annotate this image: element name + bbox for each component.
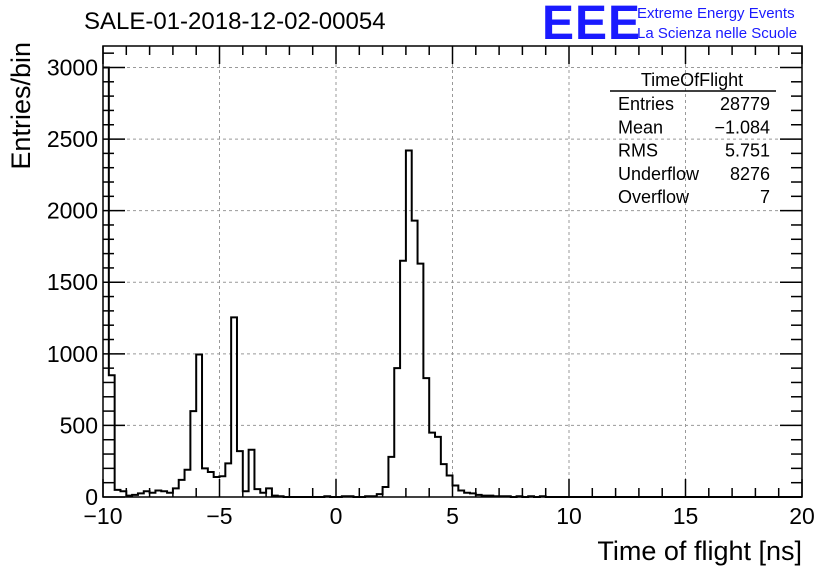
- logo-line-2: La Scienza nelle Scuole: [637, 25, 798, 42]
- y-tick-label: 0: [85, 484, 98, 510]
- run-title: SALE-01-2018-12-02-00054: [84, 8, 386, 35]
- y-tick-label: 500: [60, 412, 98, 438]
- stats-box-title: TimeOfFlight: [641, 70, 743, 90]
- x-tick-label: −5: [206, 503, 232, 529]
- stats-row-value: −1.084: [714, 117, 770, 137]
- x-tick-label: 0: [330, 503, 343, 529]
- y-tick-label: 2500: [47, 126, 98, 152]
- stats-box: TimeOfFlight Entries 28779 Mean −1.084 RMS 5.…: [610, 70, 776, 207]
- y-tick-label: 1500: [47, 269, 98, 295]
- y-tick-label: 3000: [47, 54, 98, 80]
- logo-line-1: Extreme Energy Events: [637, 5, 795, 22]
- y-tick-label: 1000: [47, 341, 98, 367]
- stats-row-value: 8276: [730, 164, 770, 184]
- eee-logo-text: Extreme Energy Events La Scienza nelle S…: [637, 4, 797, 44]
- stats-row-label: Underflow: [618, 164, 700, 184]
- x-axis-label: Time of flight [ns]: [597, 536, 802, 566]
- plot-frame: [102, 45, 803, 498]
- x-tick-labels: −10 −5 0 5 10 15 20: [83, 503, 814, 529]
- grid-lines: [103, 46, 802, 497]
- stats-row-value: 7: [760, 187, 770, 207]
- stats-row-label: Overflow: [618, 187, 690, 207]
- stats-row-value: 5.751: [725, 141, 770, 161]
- x-tick-label: 10: [556, 503, 582, 529]
- stats-row-label: Mean: [618, 117, 663, 137]
- x-tick-label: 20: [789, 503, 815, 529]
- x-tick-label: 5: [446, 503, 459, 529]
- y-tick-labels: 0 500 1000 1500 2000 2500 3000: [47, 54, 98, 510]
- stats-row-value: 28779: [720, 94, 770, 114]
- x-tick-label: 15: [673, 503, 699, 529]
- y-axis-label: Entries/bin: [6, 42, 36, 170]
- stats-row-label: RMS: [618, 141, 658, 161]
- y-tick-label: 2000: [47, 198, 98, 224]
- x-tick-label: −10: [83, 503, 122, 529]
- eee-logo: EEE: [542, 0, 642, 50]
- stats-row-label: Entries: [618, 94, 674, 114]
